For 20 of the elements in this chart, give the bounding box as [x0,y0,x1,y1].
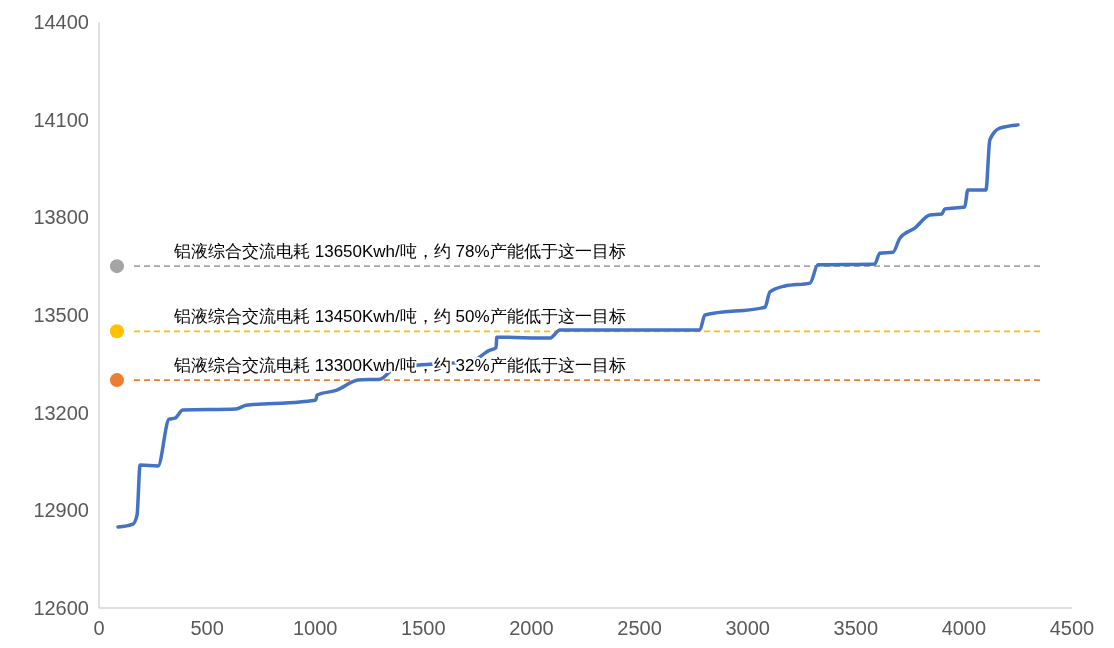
x-tick-label: 1500 [401,617,446,639]
y-tick-label: 13200 [33,401,89,424]
y-tick-label: 13500 [33,304,89,326]
x-tick-label: 2500 [617,617,662,639]
x-tick-label: 1000 [292,617,338,639]
y-tick-label: 14400 [33,11,89,33]
y-tick-label: 12600 [33,597,89,619]
y-tick-label: 14100 [33,108,89,131]
y-tick-label: 13800 [33,206,89,229]
ref-line-label: 铝液综合交流电耗 13650Kwh/吨，约 78%产能低于这一目标 [173,242,626,262]
line-series [116,123,1020,529]
x-tick-label: 500 [190,617,224,639]
x-tick-label: 4500 [1049,617,1095,639]
x-tick-label: 2000 [509,617,554,639]
x-tick-label: 4000 [941,617,987,639]
x-tick-label: 3500 [833,617,879,639]
y-tick-label: 12900 [33,499,89,522]
x-tick-label: 3000 [725,617,770,639]
x-tick-label: 0 [93,617,105,639]
ref-line-label: 铝液综合交流电耗 13450Kwh/吨，约 50%产能低于这一目标 [173,307,626,327]
